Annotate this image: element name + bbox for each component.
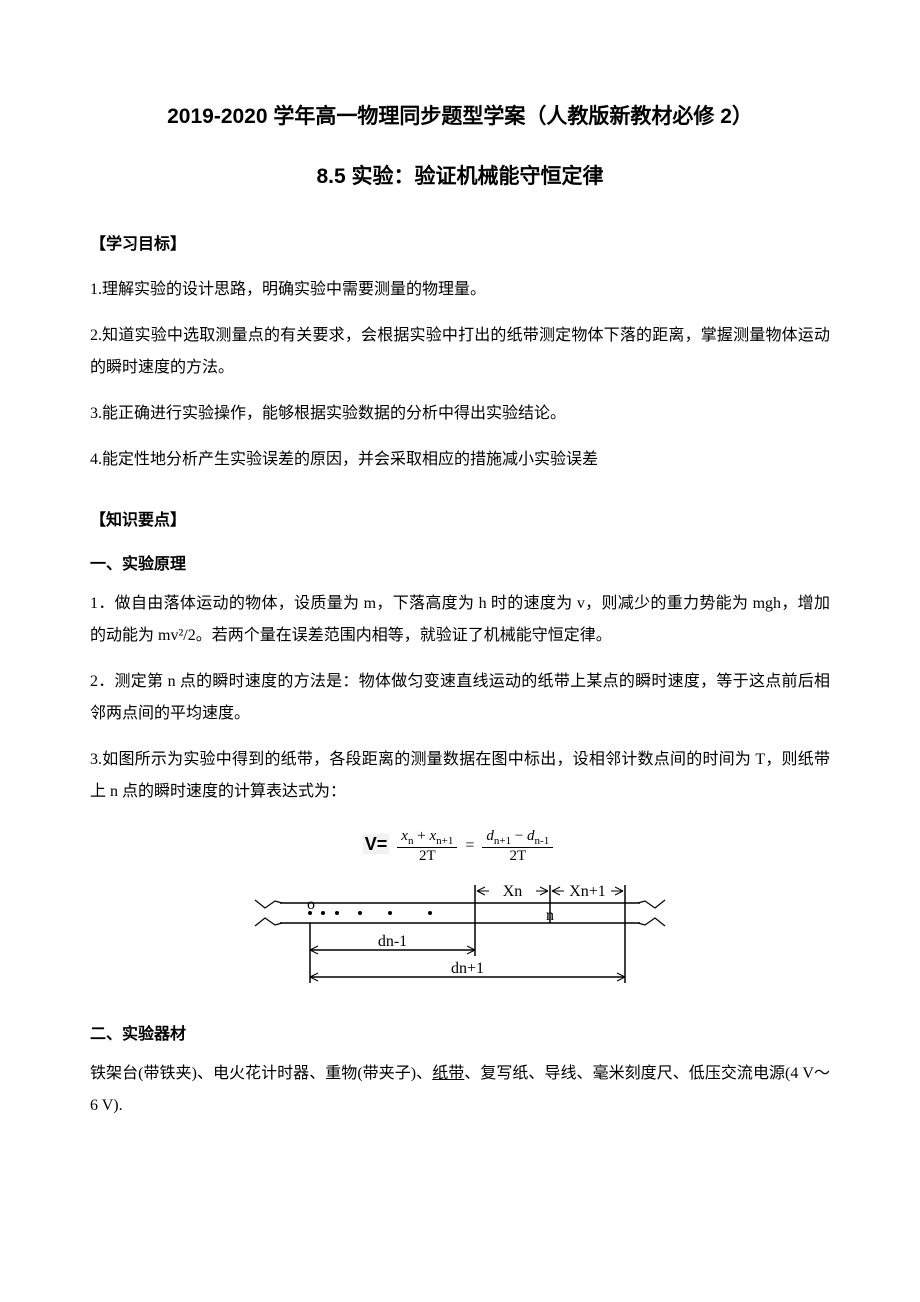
principle-heading: 一、实验原理: [90, 550, 830, 574]
svg-text:o: o: [307, 896, 315, 913]
svg-text:n: n: [546, 907, 554, 924]
principle-item: 1．做自由落体运动的物体，设质量为 m，下落高度为 h 时的速度为 v，则减少的…: [90, 588, 830, 652]
knowledge-heading: 【知识要点】: [90, 506, 830, 530]
principle-item: 2．测定第 n 点的瞬时速度的方法是：物体做匀变速直线运动的纸带上某点的瞬时速度…: [90, 666, 830, 730]
equipment-heading: 二、实验器材: [90, 1020, 830, 1044]
formula-equals: =: [465, 837, 478, 854]
objectives-heading: 【学习目标】: [90, 230, 830, 254]
principle-item: 3.如图所示为实验中得到的纸带，各段距离的测量数据在图中标出，设相邻计数点间的时…: [90, 744, 830, 808]
objective-item: 3.能正确进行实验操作，能够根据实验数据的分析中得出实验结论。: [90, 398, 830, 430]
svg-text:Xn: Xn: [503, 883, 523, 900]
formula-var: xn+1: [429, 828, 453, 844]
formula-var: dn+1: [486, 828, 511, 844]
formula-var: dn-1: [527, 828, 549, 844]
objective-item: 4.能定性地分析产生实验误差的原因，并会采取相应的措施减小实验误差: [90, 444, 830, 476]
main-title: 2019-2020 学年高一物理同步题型学案（人教版新教材必修 2）: [90, 100, 830, 130]
objective-item: 2.知道实验中选取测量点的有关要求，会根据实验中打出的纸带测定物体下落的距离，掌…: [90, 320, 830, 384]
svg-text:dn+1: dn+1: [451, 960, 484, 977]
svg-text:dn-1: dn-1: [378, 933, 407, 950]
equipment-underlined: 纸带: [432, 1065, 464, 1082]
sub-title: 8.5 实验：验证机械能守恒定律: [90, 160, 830, 190]
tape-diagram: o Xn Xn+1 n dn-1 dn+1: [90, 875, 830, 1000]
formula-fraction-1: xn + xn+1 2T: [397, 828, 457, 865]
objective-item: 1.理解实验的设计思路，明确实验中需要测量的物理量。: [90, 274, 830, 306]
formula-var: xn: [401, 828, 413, 844]
formula-prefix: V=: [363, 834, 390, 854]
formula-fraction-2: dn+1 − dn-1 2T: [482, 828, 553, 865]
equipment-text: 铁架台(带铁夹)、电火花计时器、重物(带夹子)、纸带、复写纸、导线、毫米刻度尺、…: [90, 1058, 830, 1122]
svg-text:Xn+1: Xn+1: [569, 883, 606, 900]
velocity-formula: V= xn + xn+1 2T = dn+1 − dn-1 2T: [90, 828, 830, 865]
